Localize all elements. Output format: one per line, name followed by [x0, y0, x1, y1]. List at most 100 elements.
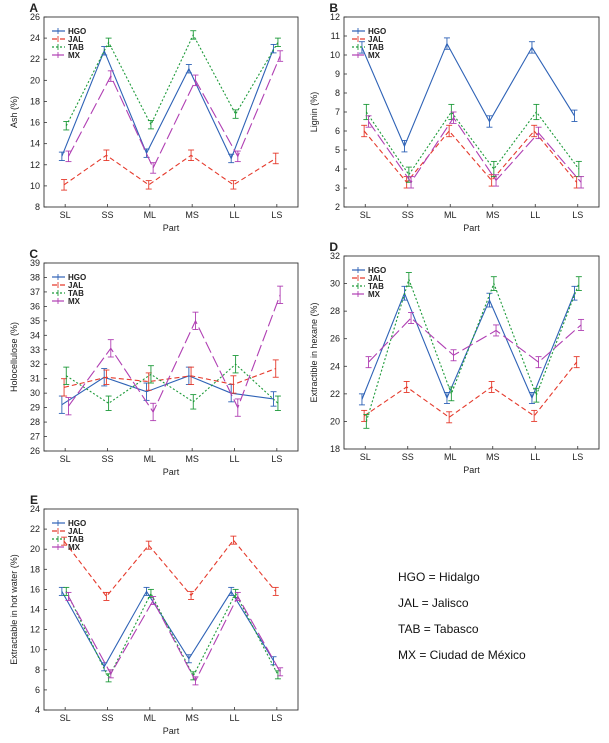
y-tick-label: 22 [330, 389, 340, 399]
plot-frame [43, 16, 299, 208]
y-tick-label: 14 [30, 605, 40, 615]
y-tick-label: 32 [330, 251, 340, 261]
series-line-mx [67, 55, 281, 170]
panel-letter: A [29, 1, 38, 15]
series-line-hgo [61, 48, 275, 160]
series-line-mx [368, 116, 582, 184]
x-tick-label: SL [360, 452, 371, 462]
series-line-jal [63, 154, 277, 186]
y-tick-label: 26 [30, 12, 40, 22]
x-axis-title: Part [163, 223, 180, 233]
x-axis-title: Part [463, 465, 480, 475]
abbrev-jal: JAL = Jalisco [398, 596, 469, 610]
series-line-hgo [361, 42, 575, 148]
x-tick-label: LS [271, 210, 282, 220]
chart-panel-c: C 26 27 28 29 30 31 32 33 34 35 36 37 38 39 SL SS ML MS LL L… [9, 247, 299, 477]
x-tick-label: SS [402, 210, 414, 220]
y-tick-label: 20 [30, 544, 40, 554]
series-line-mx [68, 294, 281, 414]
series-line-tab [365, 111, 580, 176]
legend-label-jal: JAL [368, 35, 383, 44]
y-tick-label: 16 [30, 584, 40, 594]
y-axis-title: Extractible in hexane (%) [309, 302, 319, 402]
x-tick-label: SL [60, 454, 71, 464]
y-tick-label: 4 [335, 164, 340, 174]
legend-label-hgo: HGO [368, 266, 386, 275]
chart-panel-e: E 4 6 8 10 12 14 16 18 20 22 24 SL SS ML MS LL LS Part Extr… [9, 493, 299, 736]
legend-label-hgo: HGO [68, 27, 86, 36]
x-tick-label: MS [486, 452, 500, 462]
y-tick-label: 28 [30, 417, 40, 427]
y-tick-label: 7 [335, 107, 340, 117]
y-tick-label: 12 [30, 160, 40, 170]
y-tick-label: 20 [30, 75, 40, 85]
x-tick-label: LL [530, 452, 540, 462]
y-tick-label: 16 [30, 118, 40, 128]
y-tick-label: 37 [30, 287, 40, 297]
series-line-tab [65, 33, 279, 126]
x-tick-label: LL [229, 713, 239, 723]
series-line-hgo [61, 590, 275, 668]
panel-letter: C [29, 247, 38, 261]
y-tick-label: 36 [30, 301, 40, 311]
y-tick-label: 30 [330, 279, 340, 289]
y-tick-label: 28 [330, 306, 340, 316]
x-tick-label: ML [144, 210, 157, 220]
legend-label-mx: MX [68, 51, 81, 60]
legend-label-jal: JAL [368, 274, 383, 283]
x-tick-label: MS [185, 210, 199, 220]
legend-label-jal: JAL [68, 35, 83, 44]
plot-frame [343, 255, 600, 450]
panel-letter: D [329, 240, 338, 254]
x-tick-label: SL [360, 210, 371, 220]
series-line-hgo [361, 291, 575, 400]
y-tick-label: 22 [30, 524, 40, 534]
y-tick-label: 10 [30, 181, 40, 191]
panel-letter: B [329, 1, 338, 15]
y-tick-label: 9 [335, 69, 340, 79]
y-tick-label: 12 [30, 625, 40, 635]
y-tick-label: 30 [30, 388, 40, 398]
chart-panel-a: A 8 10 12 14 16 18 20 22 24 26 SL SS ML MS LL LS Part Ash … [9, 1, 299, 233]
x-axis-title: Part [463, 223, 480, 233]
y-tick-label: 24 [30, 33, 40, 43]
x-tick-label: LS [271, 454, 282, 464]
x-tick-label: LL [229, 454, 239, 464]
y-axis-title: Lignin (%) [309, 92, 319, 133]
series-line-tab [365, 277, 580, 422]
legend-label-jal: JAL [68, 527, 83, 536]
x-tick-label: SS [402, 452, 414, 462]
x-tick-label: MS [486, 210, 500, 220]
legend-label-mx: MX [368, 290, 381, 299]
y-tick-label: 20 [330, 416, 340, 426]
y-tick-label: 6 [35, 685, 40, 695]
series-line-jal [363, 130, 578, 184]
x-tick-label: LS [572, 210, 583, 220]
abbreviation-legend: HGO = Hidalgo JAL = Jalisco TAB = Tabasc… [398, 570, 526, 674]
y-tick-label: 10 [330, 50, 340, 60]
y-tick-label: 29 [30, 403, 40, 413]
y-tick-label: 14 [30, 139, 40, 149]
x-tick-label: ML [144, 454, 157, 464]
legend-label-tab: TAB [368, 282, 384, 291]
y-tick-label: 18 [30, 564, 40, 574]
y-tick-label: 10 [30, 645, 40, 655]
y-axis-title: Extractable in hot water (%) [9, 554, 19, 665]
y-axis-title: Holocellulose (%) [9, 322, 19, 392]
x-tick-label: SS [101, 210, 113, 220]
y-tick-label: 33 [30, 345, 40, 355]
legend-label-mx: MX [68, 297, 81, 306]
abbrev-hgo: HGO = Hidalgo [398, 570, 480, 584]
legend-label-tab: TAB [68, 43, 84, 52]
y-tick-label: 8 [335, 88, 340, 98]
y-tick-label: 8 [35, 665, 40, 675]
y-tick-label: 39 [30, 258, 40, 268]
abbrev-mx: MX = Ciudad de México [398, 648, 526, 662]
x-tick-label: SS [101, 713, 113, 723]
y-tick-label: 18 [330, 444, 340, 454]
y-tick-label: 11 [331, 31, 340, 41]
x-tick-label: SL [60, 210, 71, 220]
legend-label-tab: TAB [68, 289, 84, 298]
